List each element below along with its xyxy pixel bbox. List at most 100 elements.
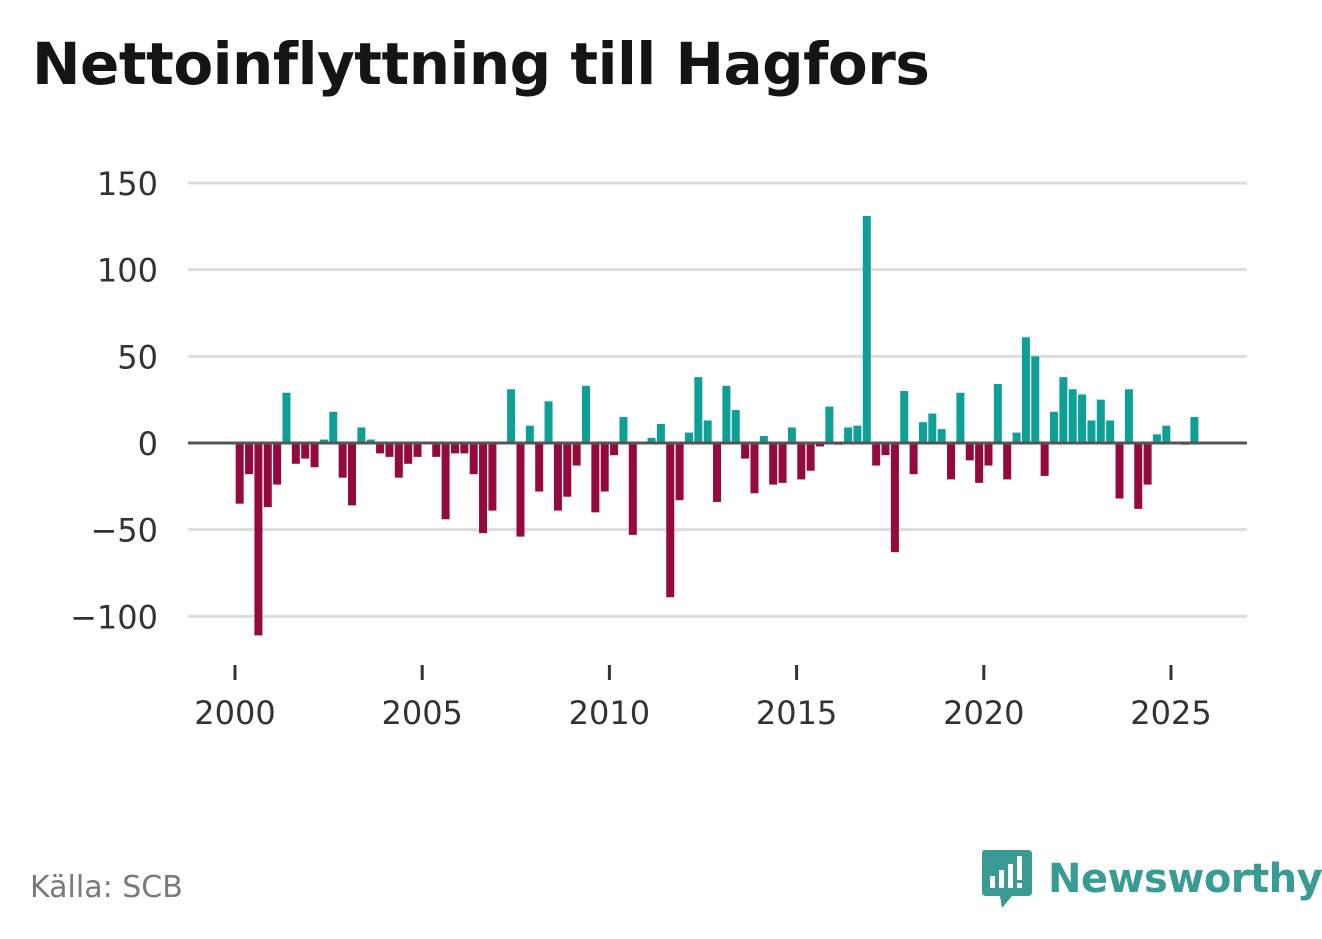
bar (525, 425, 534, 443)
bars (235, 215, 1199, 636)
bar (282, 392, 291, 443)
bar (1021, 337, 1030, 443)
bar (366, 439, 375, 443)
bar (348, 443, 356, 506)
bar (1040, 443, 1049, 476)
bar (610, 443, 619, 456)
bar (329, 411, 338, 443)
bar (600, 443, 609, 492)
bar (844, 427, 853, 443)
bar (469, 443, 478, 475)
bar (1134, 443, 1143, 509)
gridlines (188, 181, 1247, 618)
bar (1096, 399, 1105, 443)
bar (862, 215, 871, 443)
bar (881, 443, 890, 456)
bar (956, 392, 965, 443)
bar (965, 443, 974, 461)
bar (656, 423, 665, 443)
bar (535, 443, 544, 492)
bar (357, 427, 366, 443)
bar (245, 443, 254, 475)
bar (769, 443, 778, 485)
y-axis-ticks: 150 100 50 0 −50 −100 (70, 165, 158, 636)
bar (684, 432, 693, 443)
bar (853, 425, 862, 443)
bar (713, 443, 722, 502)
bar (235, 443, 244, 504)
bar (750, 443, 759, 494)
bar (918, 422, 927, 443)
bar (441, 443, 450, 520)
bar (1078, 394, 1087, 443)
bar (937, 429, 946, 443)
y-tick-label: −50 (90, 512, 158, 550)
bar (797, 443, 806, 480)
bar (984, 443, 993, 466)
bar (1143, 443, 1152, 485)
bar (254, 443, 263, 636)
bar (544, 401, 553, 443)
bar (1003, 443, 1012, 480)
bar (553, 443, 562, 511)
bar (890, 443, 899, 553)
bar (975, 443, 984, 483)
bar (778, 443, 787, 483)
bar (385, 443, 394, 457)
y-tick-label: 100 (97, 252, 158, 290)
bar (563, 443, 572, 497)
bar (572, 443, 581, 466)
bar (338, 443, 347, 478)
bar (872, 443, 881, 466)
bar (488, 443, 497, 511)
x-tick-label: 2020 (943, 694, 1024, 732)
source-note: Källa: SCB (30, 870, 183, 905)
bar (816, 443, 824, 447)
bar (413, 443, 422, 457)
bar (1031, 356, 1040, 443)
x-tick-label: 2005 (381, 694, 462, 732)
bar (909, 443, 918, 475)
bar (432, 443, 441, 457)
bar (825, 406, 834, 443)
bar (1068, 389, 1077, 443)
bar (376, 443, 385, 454)
bar (450, 443, 459, 454)
bar (404, 443, 413, 464)
bar (741, 443, 750, 459)
bar (516, 443, 525, 537)
bar (928, 413, 937, 443)
brand-name: Newsworthy (1048, 856, 1322, 902)
brand-logo: Newsworthy (980, 848, 1322, 910)
bar (900, 391, 909, 443)
bar (722, 385, 731, 443)
y-tick-label: 150 (97, 165, 158, 203)
bar (731, 410, 740, 443)
bar (507, 389, 516, 443)
x-tick-label: 2000 (194, 694, 275, 732)
bar (291, 443, 300, 464)
y-tick-label: 50 (117, 338, 158, 376)
bar (479, 443, 488, 534)
bar (1152, 434, 1161, 443)
y-tick-label: −100 (70, 598, 158, 636)
newsworthy-logo-icon (982, 850, 1032, 908)
bar (666, 443, 675, 598)
bar (1162, 425, 1171, 443)
x-tick-label: 2015 (756, 694, 837, 732)
bar (947, 443, 956, 480)
bar (1050, 411, 1058, 443)
bar (703, 420, 712, 443)
bar (647, 437, 656, 443)
chart-title: Nettoinflyttning till Hagfors (32, 30, 930, 98)
bar (1190, 417, 1199, 443)
x-tick-label: 2010 (569, 694, 650, 732)
bar (263, 443, 272, 508)
bar (675, 443, 684, 501)
bar (460, 443, 469, 454)
bar (582, 385, 590, 443)
bar (319, 439, 328, 443)
bar (787, 427, 796, 443)
bar (1106, 420, 1115, 443)
